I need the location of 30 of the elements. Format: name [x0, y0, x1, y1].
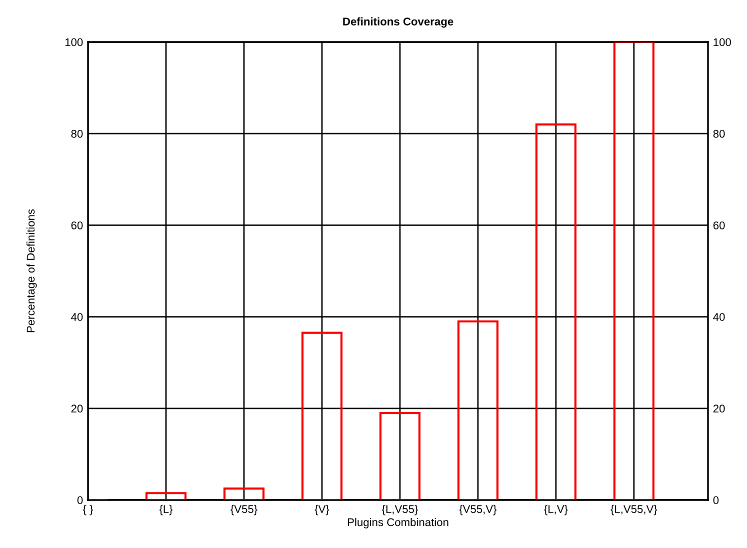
y-tick-label: 100 [65, 38, 83, 46]
bar [301, 332, 343, 500]
bar [613, 42, 654, 500]
y-tick-label: 40 [71, 313, 83, 321]
y2-tick-label: 80 [713, 130, 725, 138]
y2-tick-label: 0 [713, 496, 719, 504]
x-tick-label: { } [82, 504, 94, 516]
y-axis-title: Percentage of Definitions [26, 209, 37, 332]
y-tick-label: 0 [77, 496, 83, 504]
y2-tick-label: 20 [713, 404, 725, 413]
chart-title: Definitions Coverage [343, 17, 454, 28]
bar [145, 492, 187, 500]
y2-tick-label: 100 [714, 38, 731, 46]
x-tick-label: {L,V55} [382, 504, 418, 516]
y-tick-label: 20 [71, 404, 83, 413]
x-tick-label: {L,V} [544, 504, 568, 516]
y-tick-label: 60 [71, 221, 83, 230]
x-tick-label: {V55,V} [459, 504, 497, 516]
bar [535, 123, 576, 500]
y2-tick-label: 60 [713, 221, 725, 230]
x-tick-label: {V} [314, 504, 330, 516]
y-tick-label: 80 [71, 130, 83, 138]
bar [223, 488, 265, 500]
x-tick-label: {V55} [230, 504, 258, 516]
bar [379, 412, 420, 500]
x-tick-label: {L,V55,V} [610, 504, 658, 516]
x-tick-label: {L} [159, 504, 173, 516]
bar [457, 320, 498, 500]
x-axis-title: Plugins Combination [348, 518, 448, 528]
y2-tick-label: 40 [713, 313, 725, 321]
